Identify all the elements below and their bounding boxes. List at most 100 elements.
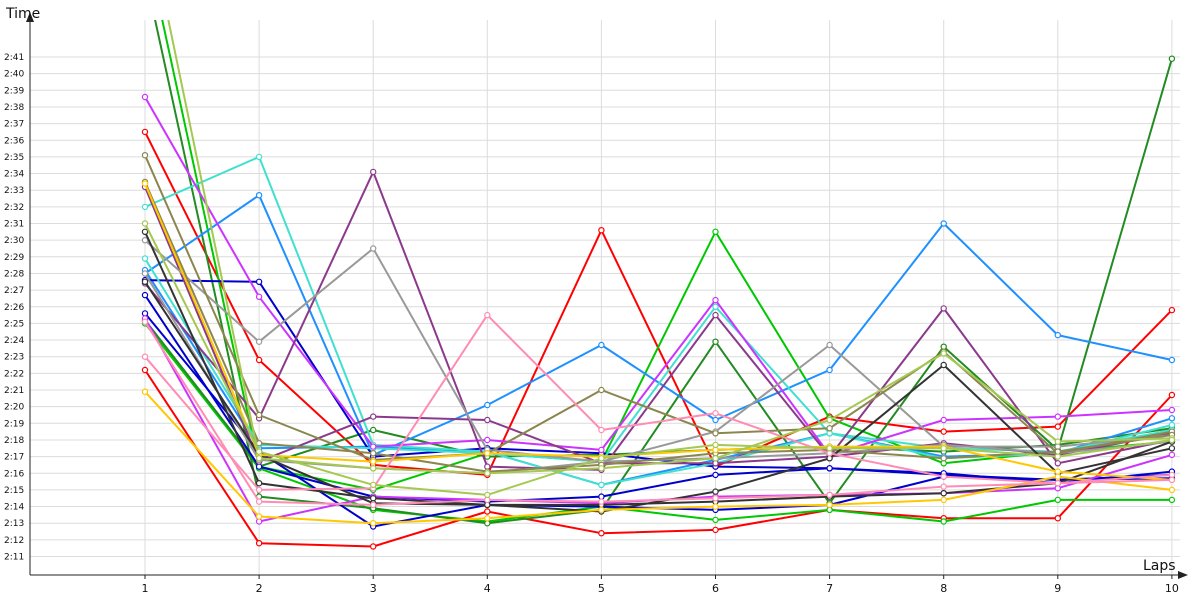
data-point [484,515,491,522]
data-point [141,203,149,211]
data-point [141,278,149,285]
series-layer [141,20,1176,550]
axis-layer: Time Laps [5,6,1188,579]
data-point [370,450,377,457]
x-axis-arrow-icon [1178,571,1188,579]
series-2 [141,366,1176,550]
data-point [940,350,947,357]
series-line [167,20,1172,475]
y-tick-label: 2:32 [4,203,24,213]
data-point [712,303,719,310]
x-tick-label: 2 [256,582,263,595]
data-point [141,228,149,235]
data-point [598,530,605,537]
y-tick-label: 2:38 [4,103,24,113]
x-tick-label: 8 [940,582,947,595]
x-tick-label: 10 [1165,582,1179,595]
y-tick-label: 2:31 [4,220,24,230]
y-tick-label: 2:26 [4,303,24,313]
data-point [712,455,719,462]
series-line [144,239,1173,463]
y-tick-label: 2:25 [4,319,24,329]
y-tick-label: 2:33 [4,186,24,196]
data-point [1054,331,1062,339]
data-point [370,465,377,472]
data-point [255,480,263,487]
data-point [255,153,263,161]
series-line [144,154,1173,461]
data-point [940,455,947,462]
data-point [712,503,719,510]
data-point [1168,451,1176,459]
data-point [940,490,947,497]
grid-layer [30,20,1180,575]
data-point [370,245,377,252]
data-point [255,513,263,520]
data-point [940,220,947,227]
x-tick-label: 5 [598,582,605,595]
data-point [255,278,263,285]
data-point [1168,436,1176,444]
x-tick-label: 9 [1054,582,1061,595]
data-point [1054,480,1062,487]
series-line [144,183,1172,481]
data-point [940,518,947,525]
data-point [370,481,377,489]
data-point [598,498,605,505]
y-tick-label: 2:16 [4,469,24,479]
y-tick-label: 2:15 [4,486,24,496]
data-point [826,416,833,424]
data-point [712,516,719,524]
y-tick-label: 2:22 [4,369,24,379]
data-point [1054,423,1062,430]
data-point [484,311,491,319]
data-point [598,226,605,234]
data-point [598,446,605,454]
data-point [255,540,263,547]
data-point [255,486,263,494]
series-line [144,294,1173,503]
data-point [940,496,947,504]
data-point [1168,356,1176,364]
data-point [141,220,149,227]
data-point [141,236,149,244]
data-point [484,401,491,409]
data-point [1168,391,1176,399]
data-point [484,491,491,499]
data-point [484,436,491,444]
data-point [712,338,719,345]
data-point [598,455,605,462]
series-line [144,391,1173,525]
data-point [712,416,719,424]
data-point [712,471,719,479]
x-axis-title: Laps [1143,558,1176,574]
data-point [1054,496,1062,504]
y-tick-label: 2:19 [4,419,24,429]
y-tick-label: 2:14 [4,503,24,513]
data-point [826,491,833,499]
data-point [370,543,377,550]
data-point [1054,460,1062,467]
data-point [255,498,263,505]
series-line [144,194,1173,456]
data-point [1054,413,1062,420]
data-point [484,450,491,457]
data-point [484,508,491,515]
y-tick-label: 2:23 [4,353,24,363]
y-tick-label: 2:35 [4,153,24,163]
y-axis-arrow-icon [26,12,34,22]
data-point [826,445,833,452]
data-point [255,448,263,455]
y-tick-label: 2:12 [4,536,24,546]
series-line [144,369,1173,548]
data-point [370,443,377,450]
x-tick-label: 7 [826,582,833,595]
data-point [1054,453,1062,460]
y-tick-label: 2:13 [4,519,24,529]
data-point [712,410,719,417]
data-point [712,430,719,437]
series-25 [141,388,1176,527]
data-point [940,305,947,312]
x-tick-label: 1 [142,582,149,595]
